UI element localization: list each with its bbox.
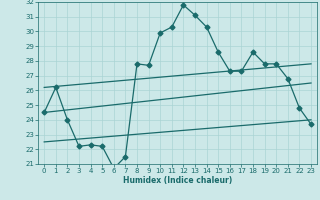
- X-axis label: Humidex (Indice chaleur): Humidex (Indice chaleur): [123, 176, 232, 185]
